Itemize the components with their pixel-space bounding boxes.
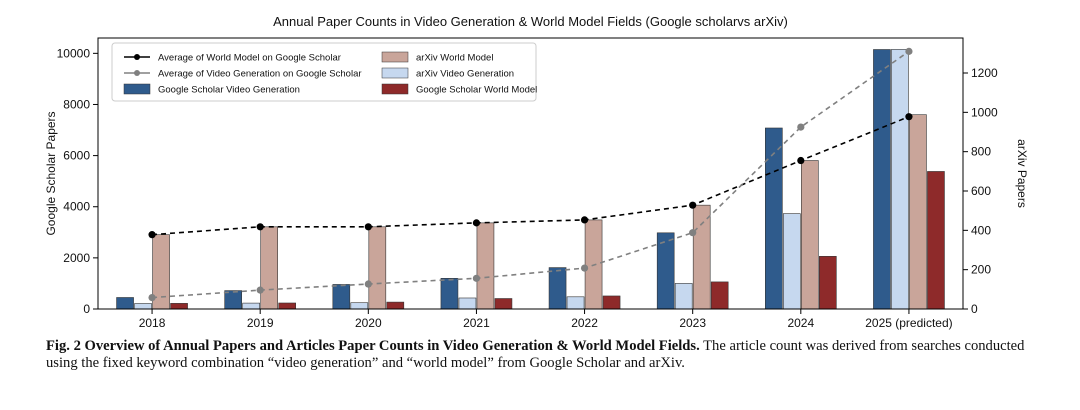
x-tick-label-2019: 2019 (247, 316, 274, 330)
y2-tick-label-1200: 1200 (971, 66, 998, 80)
bar-google-scholar-world-model-2023 (710, 281, 729, 310)
bar-arxiv-video-generation-2019 (242, 302, 260, 310)
bar-google-scholar-video-generation-2025 (873, 49, 891, 310)
bar-arxiv-video-generation-2025 (891, 49, 909, 310)
x-tick-label-2024: 2024 (787, 316, 814, 330)
bar-arxiv-world-model-2019 (260, 226, 278, 310)
legend-label-average-of-video-generation-on-google-scholar: Average of Video Generation on Google Sc… (158, 69, 362, 80)
chart: Annual Paper Counts in Video Generation … (44, 14, 1029, 330)
bar-arxiv-world-model-2021 (476, 222, 495, 310)
y2-tick-label-1000: 1000 (971, 105, 998, 119)
point-average-of-video-generation-on-google-scholar-2021 (472, 274, 481, 282)
bar-google-scholar-world-model-2025 (927, 171, 945, 310)
bar-google-scholar-video-generation-2021 (440, 278, 459, 310)
bar-arxiv-video-generation-2022 (566, 296, 585, 310)
legend-swatch-google-scholar-world-model (381, 83, 409, 95)
x-tick-label-2025: 2025 (predicted) (865, 316, 952, 330)
x-tick-label-2018: 2018 (139, 316, 166, 330)
bar-google-scholar-world-model-2022 (602, 295, 621, 310)
bar-arxiv-world-model-2023 (692, 204, 711, 310)
line-average-of-world-model-on-google-scholar (152, 115, 910, 236)
legend-label-average-of-world-model-on-google-scholar: Average of World Model on Google Scholar (158, 53, 341, 64)
bar-google-scholar-world-model-2021 (494, 298, 513, 310)
point-average-of-video-generation-on-google-scholar-2022 (580, 264, 589, 272)
caption-label: Fig. 2 Overview of Annual Papers and Art… (46, 338, 700, 354)
y-tick-label-8000: 8000 (63, 97, 90, 111)
bar-google-scholar-video-generation-2024 (765, 127, 783, 310)
point-average-of-world-model-on-google-scholar-2020 (364, 223, 372, 231)
y-tick-label-2000: 2000 (63, 251, 90, 265)
y2-tick-label-200: 200 (971, 263, 991, 277)
point-average-of-world-model-on-google-scholar-2021 (472, 219, 481, 227)
bar-google-scholar-video-generation-2020 (332, 284, 351, 310)
bar-arxiv-world-model-2020 (368, 226, 387, 310)
bar-google-scholar-world-model-2018 (170, 303, 188, 310)
point-average-of-world-model-on-google-scholar-2022 (580, 216, 589, 224)
x-tick-label-2022: 2022 (571, 316, 598, 330)
y2-axis-label: arXiv Papers (1015, 139, 1029, 208)
y-tick-label-4000: 4000 (63, 200, 90, 214)
bar-arxiv-video-generation-2023 (674, 283, 693, 310)
y2-tick-label-0: 0 (971, 302, 978, 316)
bar-google-scholar-video-generation-2022 (548, 267, 567, 310)
y2-tick-label-800: 800 (971, 145, 991, 159)
legend-box (111, 42, 537, 102)
bar-google-scholar-video-generation-2023 (656, 232, 675, 310)
bar-arxiv-video-generation-2020 (350, 302, 369, 310)
bar-google-scholar-world-model-2024 (819, 256, 837, 310)
point-average-of-world-model-on-google-scholar-2018 (148, 231, 156, 239)
x-tick-label-2023: 2023 (679, 316, 706, 330)
legend-marker-average-of-video-generation-on-google-scholar (134, 70, 140, 76)
bar-arxiv-video-generation-2018 (134, 303, 152, 310)
point-average-of-world-model-on-google-scholar-2025 (905, 113, 913, 121)
point-average-of-video-generation-on-google-scholar-2025 (905, 47, 913, 55)
x-tick-label-2021: 2021 (463, 316, 490, 330)
bar-arxiv-video-generation-2024 (783, 213, 801, 310)
legend-swatch-arxiv-world-model (381, 51, 409, 63)
caption-text: The article count was derived from searc… (46, 338, 1025, 371)
legend-marker-average-of-world-model-on-google-scholar (134, 54, 140, 60)
line-average-of-video-generation-on-google-scholar (152, 50, 910, 299)
point-average-of-world-model-on-google-scholar-2024 (797, 156, 805, 165)
plot-frame (97, 37, 964, 310)
bar-google-scholar-world-model-2020 (386, 301, 405, 310)
y2-tick-label-600: 600 (971, 184, 991, 198)
bar-arxiv-video-generation-2021 (458, 297, 477, 310)
legend-label-arxiv-world-model: arXiv World Model (416, 53, 493, 64)
bar-arxiv-world-model-2025 (909, 114, 927, 310)
point-average-of-video-generation-on-google-scholar-2023 (689, 229, 697, 237)
legend-label-google-scholar-video-generation: Google Scholar Video Generation (158, 85, 300, 96)
legend-label-arxiv-video-generation: arXiv Video Generation (416, 69, 514, 80)
figure-caption: Fig. 2 Overview of Annual Papers and Art… (46, 338, 1036, 372)
legend-label-google-scholar-world-model: Google Scholar World Model (416, 85, 537, 96)
point-average-of-world-model-on-google-scholar-2023 (689, 201, 697, 209)
bar-arxiv-world-model-2024 (801, 160, 819, 310)
point-average-of-video-generation-on-google-scholar-2020 (364, 280, 372, 288)
point-average-of-video-generation-on-google-scholar-2018 (148, 293, 156, 302)
bar-google-scholar-video-generation-2019 (224, 290, 242, 310)
x-tick-label-2020: 2020 (355, 316, 382, 330)
y-tick-label-6000: 6000 (63, 149, 90, 163)
chart-title: Annual Paper Counts in Video Generation … (273, 14, 788, 29)
point-average-of-world-model-on-google-scholar-2019 (256, 223, 264, 231)
point-average-of-video-generation-on-google-scholar-2019 (256, 286, 264, 294)
y-axis-label: Google Scholar Papers (44, 111, 58, 235)
y-tick-label-0: 0 (83, 302, 90, 316)
point-average-of-video-generation-on-google-scholar-2024 (797, 123, 805, 131)
bar-google-scholar-video-generation-2018 (116, 297, 134, 310)
legend-swatch-arxiv-video-generation (381, 67, 409, 79)
legend-swatch-google-scholar-video-generation (123, 83, 151, 95)
bar-google-scholar-world-model-2019 (278, 302, 296, 310)
y-tick-label-10000: 10000 (57, 46, 91, 60)
y2-tick-label-400: 400 (971, 223, 991, 237)
